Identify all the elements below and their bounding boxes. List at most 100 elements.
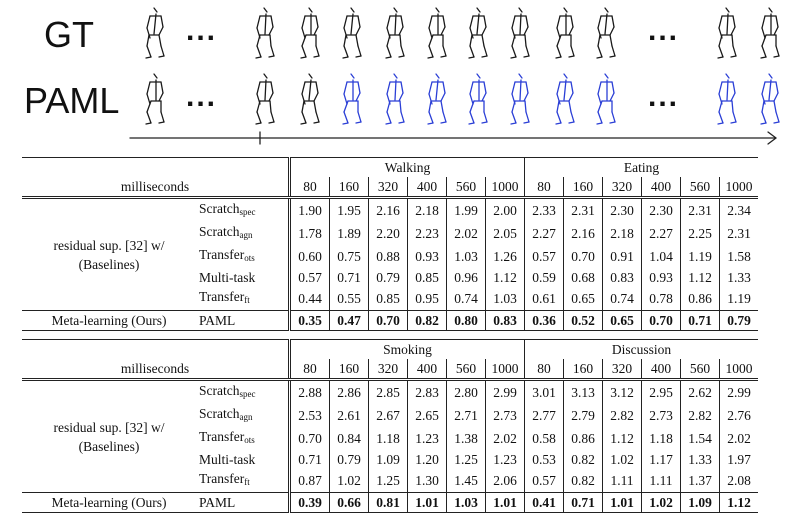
- ours-value-cell: 0.83: [485, 310, 525, 331]
- horizon-header: 400: [641, 177, 681, 199]
- value-cell: 2.31: [680, 197, 720, 222]
- method-name: Scratch: [199, 201, 240, 216]
- value-cell: 1.19: [680, 245, 720, 268]
- value-cell: 1.11: [602, 469, 642, 493]
- method-subscript: ft: [244, 477, 250, 487]
- value-cell: 2.33: [524, 197, 564, 222]
- method-cell: Transferots: [196, 427, 290, 450]
- value-cell: 1.99: [446, 197, 486, 222]
- header-actions-row: Walking Eating: [22, 157, 758, 177]
- value-cell: 1.97: [719, 450, 758, 469]
- horizon-header: 80: [288, 359, 330, 381]
- value-cell: 3.13: [563, 379, 603, 404]
- value-cell: 0.91: [602, 245, 642, 268]
- value-cell: 0.57: [524, 245, 564, 268]
- value-cell: 0.85: [407, 268, 447, 287]
- horizon-header: 160: [329, 177, 369, 199]
- value-cell: 0.58: [524, 427, 564, 450]
- value-cell: 1.89: [329, 222, 369, 245]
- value-cell: 0.59: [524, 268, 564, 287]
- pose-skeletons: [129, 7, 780, 145]
- value-cell: 2.73: [641, 404, 681, 427]
- value-cell: 0.82: [563, 469, 603, 493]
- value-cell: 0.79: [329, 450, 369, 469]
- method-subscript: ots: [244, 435, 255, 445]
- baseline-group-title: residual sup. [32] w/: [53, 419, 165, 435]
- value-cell: 1.26: [485, 245, 525, 268]
- table-row: Scratchagn 2.53 2.61 2.67 2.65 2.71 2.73 2.77 2.…: [22, 404, 758, 427]
- value-cell: 3.01: [524, 379, 564, 404]
- value-cell: 1.12: [680, 268, 720, 287]
- table-row: Transferots 0.70 0.84 1.18 1.23 1.38 2.02 0.58 0…: [22, 427, 758, 450]
- milliseconds-label: milliseconds: [22, 177, 290, 199]
- horizon-header: 1000: [719, 359, 758, 381]
- table-row: residual sup. [32] w/(Baselines) Scratchs…: [22, 379, 758, 454]
- value-cell: 1.02: [329, 469, 369, 493]
- ours-value-cell: 0.80: [446, 310, 486, 331]
- value-cell: 1.45: [446, 469, 486, 493]
- header-horizons-row: milliseconds 80 160 320 400 560 1000 80 160 320 40…: [22, 177, 758, 199]
- value-cell: 2.67: [368, 404, 408, 427]
- value-cell: 1.30: [407, 469, 447, 493]
- horizon-header: 1000: [485, 177, 525, 199]
- value-cell: 1.25: [368, 469, 408, 493]
- gt-ellipsis-right: ...: [648, 14, 680, 47]
- predicted-pose-skeleton: [427, 73, 447, 125]
- ours-value-cell: 1.01: [602, 492, 642, 513]
- gt-pose-skeleton: [300, 7, 320, 59]
- ours-group-label: Meta-learning (Ours): [22, 310, 196, 331]
- gt-pose-skeleton: [468, 7, 488, 59]
- value-cell: 2.27: [524, 222, 564, 245]
- ours-value-cell: 1.03: [446, 492, 486, 513]
- value-cell: 0.88: [368, 245, 408, 268]
- table-row: Scratchagn 1.78 1.89 2.20 2.23 2.02 2.05 2.27 2.…: [22, 222, 758, 245]
- baseline-group-subtitle: (Baselines): [78, 256, 140, 272]
- ours-method: PAML: [196, 492, 290, 513]
- value-cell: 1.37: [680, 469, 720, 493]
- horizon-header: 400: [641, 359, 681, 381]
- method-cell: Transferft: [196, 287, 290, 311]
- method-cell: Multi-task: [196, 268, 290, 287]
- value-cell: 0.57: [288, 268, 330, 287]
- predicted-pose-skeleton: [145, 73, 165, 125]
- method-name: Transfer: [199, 471, 245, 486]
- value-cell: 0.93: [641, 268, 681, 287]
- header-blank: [22, 157, 290, 177]
- value-cell: 2.31: [719, 222, 758, 245]
- method-name: Transfer: [199, 289, 245, 304]
- horizon-header: 560: [680, 359, 720, 381]
- baseline-group-title: residual sup. [32] w/: [53, 237, 165, 253]
- value-cell: 1.78: [288, 222, 330, 245]
- gt-ellipsis-left: ...: [186, 14, 218, 47]
- value-cell: 1.23: [485, 450, 525, 469]
- method-cell: Transferots: [196, 245, 290, 268]
- gt-row-label: GT: [44, 14, 94, 55]
- ours-value-cell: 0.47: [329, 310, 369, 331]
- method-name: Transfer: [199, 429, 245, 444]
- value-cell: 1.04: [641, 245, 681, 268]
- value-cell: 0.71: [288, 450, 330, 469]
- method-name: Scratch: [199, 383, 240, 398]
- value-cell: 0.60: [288, 245, 330, 268]
- value-cell: 1.20: [407, 450, 447, 469]
- table-row: Multi-task 0.71 0.79 1.09 1.20 1.25 1.23 0.53 0.…: [22, 450, 758, 469]
- ours-value-cell: 0.71: [680, 310, 720, 331]
- results-table-smoking-discussion: Smoking Discussion milliseconds 80 160 320 400…: [22, 339, 758, 513]
- paml-row-label: PAML: [24, 80, 120, 121]
- value-cell: 0.86: [680, 287, 720, 311]
- method-name: Multi-task: [199, 270, 256, 285]
- value-cell: 2.80: [446, 379, 486, 404]
- value-cell: 2.18: [407, 197, 447, 222]
- predicted-pose-skeleton: [596, 73, 616, 125]
- header-actions-row: Smoking Discussion: [22, 339, 758, 359]
- method-cell: Transferft: [196, 469, 290, 493]
- ours-group-label: Meta-learning (Ours): [22, 492, 196, 513]
- value-cell: 0.57: [524, 469, 564, 493]
- ours-value-cell: 0.70: [641, 310, 681, 331]
- method-cell: Multi-task: [196, 450, 290, 469]
- value-cell: 2.30: [602, 197, 642, 222]
- value-cell: 2.16: [563, 222, 603, 245]
- pose-sequence-figure: GT PAML ... ... ... ...: [0, 0, 800, 148]
- method-cell: Scratchspec: [196, 198, 290, 223]
- value-cell: 2.20: [368, 222, 408, 245]
